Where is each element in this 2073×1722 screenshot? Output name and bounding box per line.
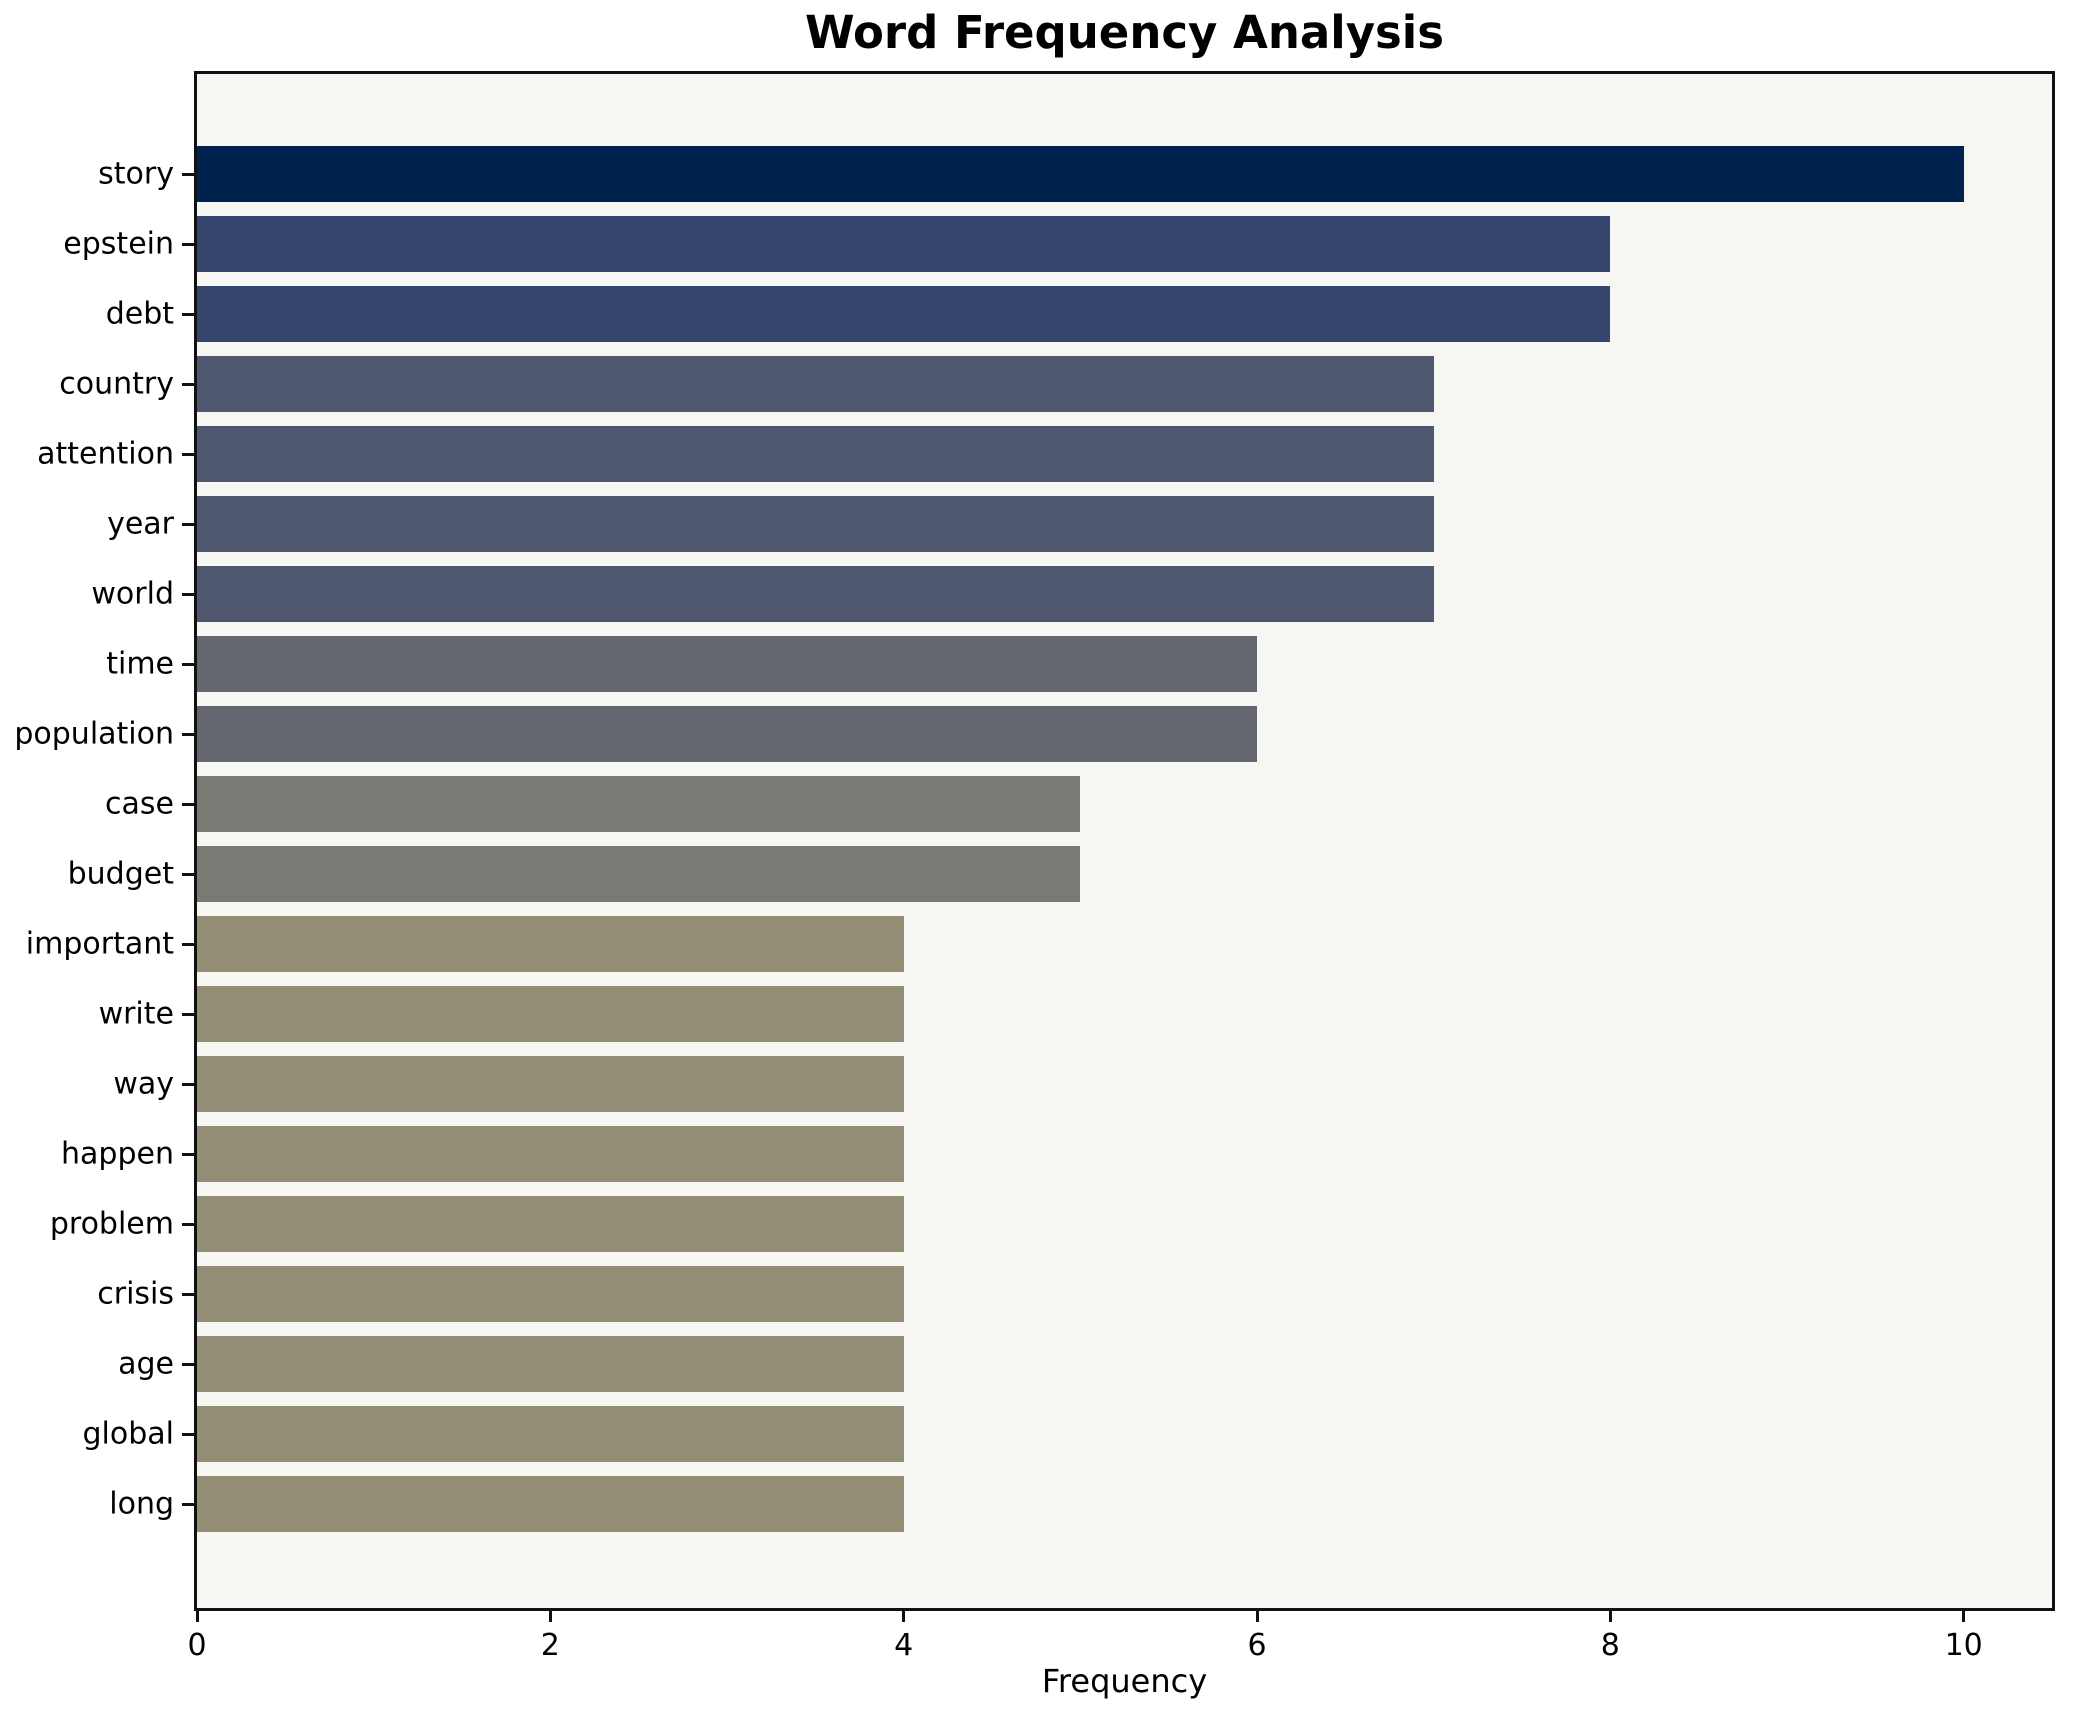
bar xyxy=(197,286,1611,342)
bar xyxy=(197,1056,904,1112)
x-tick-mark xyxy=(548,1611,552,1622)
bar xyxy=(197,916,904,972)
bar xyxy=(197,846,1081,902)
y-tick-mark xyxy=(182,382,194,386)
y-tick-mark xyxy=(182,522,194,526)
y-axis-label: population xyxy=(14,716,174,752)
y-tick-mark xyxy=(182,312,194,316)
bar xyxy=(197,146,1964,202)
y-axis-label: way xyxy=(113,1066,174,1102)
bar xyxy=(197,216,1611,272)
y-tick-mark xyxy=(182,1292,194,1296)
y-axis-label: problem xyxy=(49,1206,174,1242)
y-axis-label: country xyxy=(59,366,174,402)
x-tick-mark xyxy=(902,1611,906,1622)
y-tick-mark xyxy=(182,802,194,806)
y-tick-mark xyxy=(182,1362,194,1366)
y-axis-label: long xyxy=(109,1486,174,1522)
y-tick-mark xyxy=(182,1152,194,1156)
y-axis-label: happen xyxy=(61,1136,174,1172)
y-axis-label: debt xyxy=(105,296,174,332)
y-axis-label: epstein xyxy=(63,226,174,262)
y-axis-label: age xyxy=(118,1346,174,1382)
x-tick-mark xyxy=(1962,1611,1966,1622)
x-tick-label: 6 xyxy=(1247,1628,1267,1663)
bar xyxy=(197,636,1257,692)
y-tick-mark xyxy=(182,942,194,946)
chart-title: Word Frequency Analysis xyxy=(804,6,1445,59)
y-axis-label: attention xyxy=(37,436,174,472)
y-axis-label: story xyxy=(98,156,174,192)
x-tick-label: 8 xyxy=(1600,1628,1620,1663)
y-axis-label: budget xyxy=(67,856,174,892)
x-tick-label: 10 xyxy=(1944,1628,1983,1663)
bar xyxy=(197,496,1434,552)
y-tick-mark xyxy=(182,1502,194,1506)
y-tick-mark xyxy=(182,1222,194,1226)
x-tick-label: 2 xyxy=(540,1628,560,1663)
y-axis-label: global xyxy=(82,1416,175,1452)
bar xyxy=(197,426,1434,482)
y-axis-label: write xyxy=(98,996,174,1032)
bar xyxy=(197,356,1434,412)
y-tick-mark xyxy=(182,1012,194,1016)
y-tick-mark xyxy=(182,452,194,456)
y-tick-mark xyxy=(182,662,194,666)
bar xyxy=(197,1126,904,1182)
bar xyxy=(197,1476,904,1532)
y-tick-mark xyxy=(182,1432,194,1436)
bar xyxy=(197,1266,904,1322)
y-axis-label: time xyxy=(106,646,174,682)
y-tick-mark xyxy=(182,172,194,176)
x-tick-mark xyxy=(195,1611,199,1622)
y-axis-label: important xyxy=(25,926,174,962)
y-tick-mark xyxy=(182,592,194,596)
bar xyxy=(197,776,1081,832)
x-axis-title: Frequency xyxy=(1041,1662,1208,1700)
y-axis-label: year xyxy=(107,506,174,542)
bar xyxy=(197,706,1257,762)
bar xyxy=(197,986,904,1042)
y-tick-mark xyxy=(182,732,194,736)
y-tick-mark xyxy=(182,1082,194,1086)
y-axis-label: case xyxy=(105,786,174,822)
y-axis-label: crisis xyxy=(97,1276,174,1312)
bar xyxy=(197,1336,904,1392)
bar xyxy=(197,566,1434,622)
bar xyxy=(197,1406,904,1462)
y-tick-mark xyxy=(182,242,194,246)
bar xyxy=(197,1196,904,1252)
y-tick-mark xyxy=(182,872,194,876)
y-axis-label: world xyxy=(91,576,174,612)
x-tick-mark xyxy=(1608,1611,1612,1622)
x-tick-label: 4 xyxy=(894,1628,914,1663)
x-tick-mark xyxy=(1255,1611,1259,1622)
x-tick-label: 0 xyxy=(187,1628,207,1663)
